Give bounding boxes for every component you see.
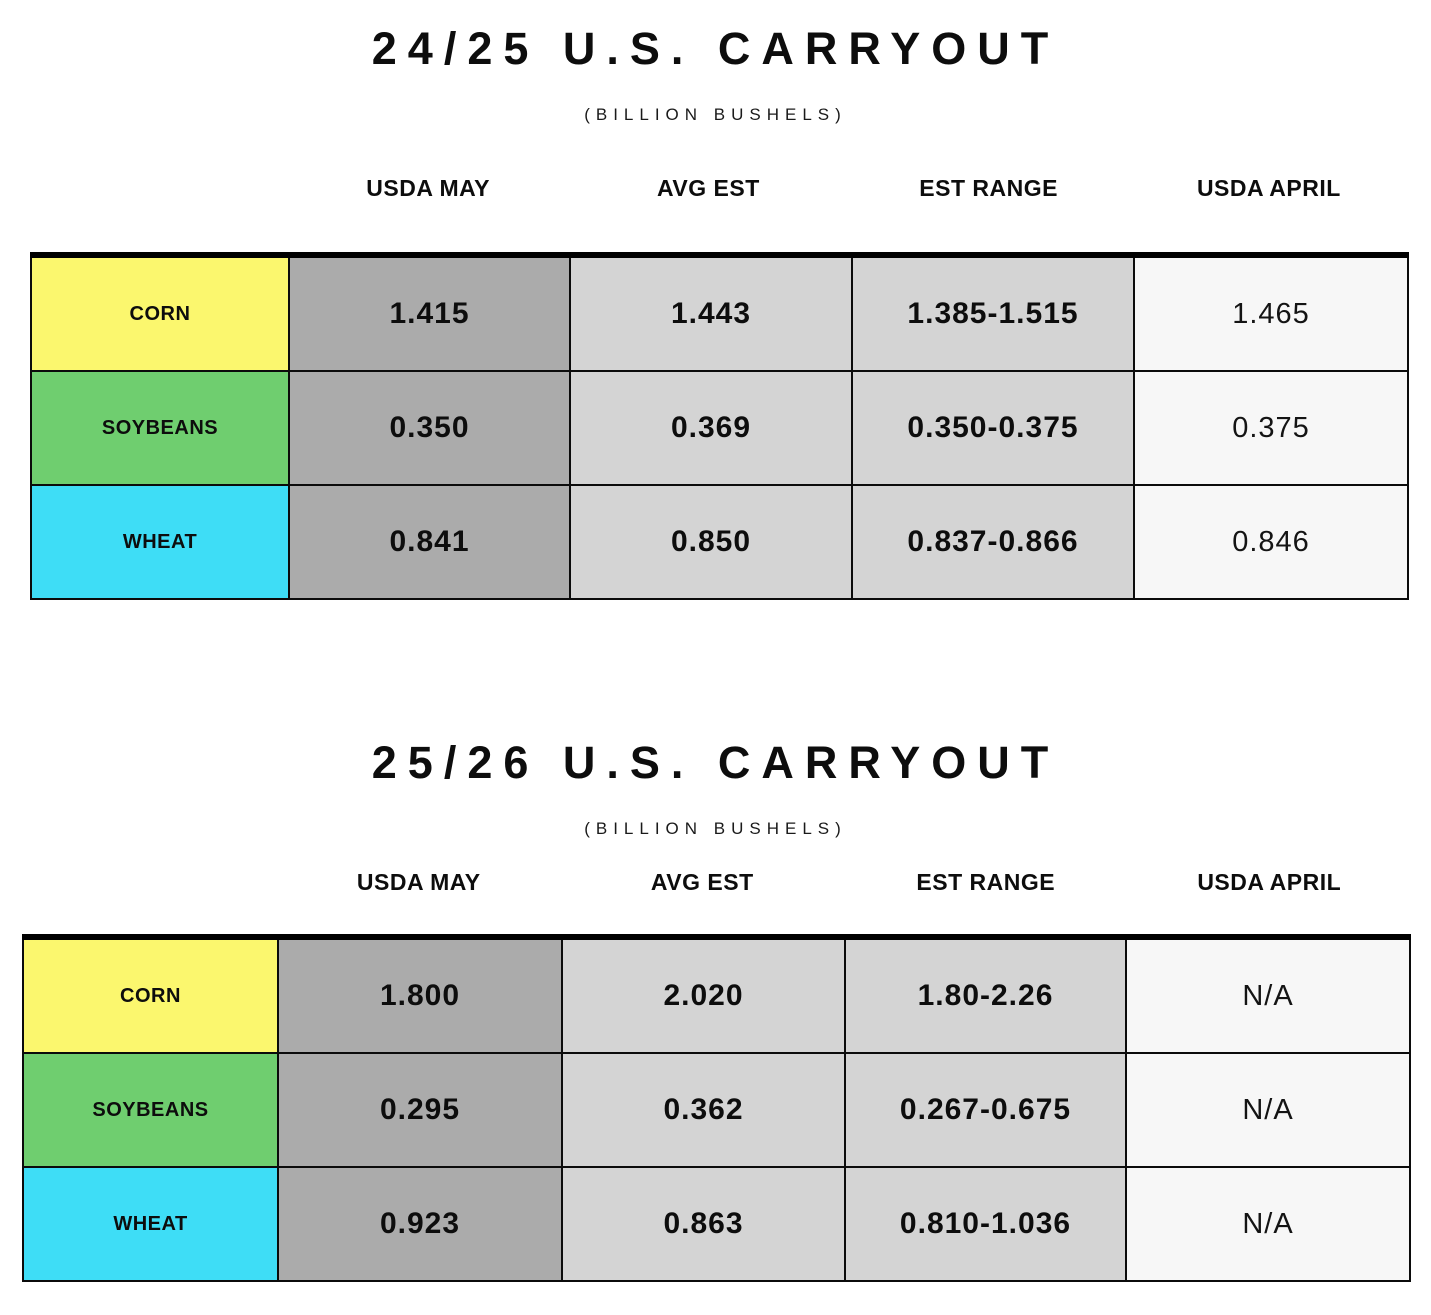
cell-soybeans-usda-may: 0.350	[288, 370, 571, 486]
table-row-corn: CORN 1.800 2.020 1.80-2.26 N/A	[22, 936, 1411, 1054]
cell-soybeans-avg-est: 0.369	[569, 370, 853, 486]
cell-soybeans-est-range: 0.267-0.675	[844, 1052, 1127, 1168]
column-header-usda-may: USDA MAY	[356, 869, 481, 895]
cell-corn-avg-est: 2.020	[561, 936, 846, 1054]
units-subtitle: (BILLION BUSHELS)	[584, 105, 847, 124]
column-header-avg-est: AVG EST	[656, 175, 760, 201]
column-header-avg-est: AVG EST	[650, 869, 754, 895]
cell-soybeans-usda-april: N/A	[1125, 1052, 1411, 1168]
cell-corn-usda-april: 1.465	[1133, 254, 1409, 372]
column-header-est-range: EST RANGE	[919, 175, 1058, 201]
section-2526: 25/26 U.S. CARRYOUT (BILLION BUSHELS) US…	[0, 736, 1431, 1282]
section-2425: 24/25 U.S. CARRYOUT (BILLION BUSHELS) US…	[0, 22, 1431, 600]
cell-corn-usda-april: N/A	[1125, 936, 1411, 1054]
cell-wheat-avg-est: 0.850	[569, 484, 853, 600]
row-label-corn: CORN	[30, 254, 290, 372]
carryout-table-2425: CORN 1.415 1.443 1.385-1.515 1.465 SOYBE…	[30, 252, 1409, 600]
column-header-row: USDA MAY AVG EST EST RANGE USDA APRIL	[30, 174, 1409, 202]
column-header-usda-april: USDA APRIL	[1196, 175, 1341, 201]
column-header-usda-april: USDA APRIL	[1197, 869, 1342, 895]
cell-corn-usda-may: 1.415	[288, 254, 571, 372]
cell-corn-est-range: 1.80-2.26	[844, 936, 1127, 1054]
cell-wheat-usda-april: N/A	[1125, 1166, 1411, 1282]
cell-wheat-avg-est: 0.863	[561, 1166, 846, 1282]
column-header-usda-may: USDA MAY	[366, 175, 490, 201]
cell-corn-usda-may: 1.800	[277, 936, 563, 1054]
cell-soybeans-avg-est: 0.362	[561, 1052, 846, 1168]
cell-soybeans-usda-may: 0.295	[277, 1052, 563, 1168]
cell-soybeans-est-range: 0.350-0.375	[851, 370, 1135, 486]
column-header-row-2: USDA MAY AVG EST EST RANGE USDA APRIL	[22, 868, 1411, 896]
units-subtitle-2: (BILLION BUSHELS)	[584, 819, 847, 838]
cell-soybeans-usda-april: 0.375	[1133, 370, 1409, 486]
row-label-soybeans: SOYBEANS	[22, 1052, 279, 1168]
cell-wheat-usda-may: 0.841	[288, 484, 571, 600]
cell-wheat-est-range: 0.837-0.866	[851, 484, 1135, 600]
page-title-2: 25/26 U.S. CARRYOUT	[371, 737, 1060, 788]
row-label-wheat: WHEAT	[30, 484, 290, 600]
cell-wheat-est-range: 0.810-1.036	[844, 1166, 1127, 1282]
row-label-wheat: WHEAT	[22, 1166, 279, 1282]
table-row-wheat: WHEAT 0.841 0.850 0.837-0.866 0.846	[30, 484, 1409, 600]
carryout-table-2526: CORN 1.800 2.020 1.80-2.26 N/A SOYBEANS …	[22, 934, 1411, 1282]
cell-corn-est-range: 1.385-1.515	[851, 254, 1135, 372]
cell-wheat-usda-april: 0.846	[1133, 484, 1409, 600]
table-row-wheat: WHEAT 0.923 0.863 0.810-1.036 N/A	[22, 1166, 1411, 1282]
cell-wheat-usda-may: 0.923	[277, 1166, 563, 1282]
table-row-corn: CORN 1.415 1.443 1.385-1.515 1.465	[30, 254, 1409, 372]
column-header-est-range: EST RANGE	[916, 869, 1056, 895]
row-label-corn: CORN	[22, 936, 279, 1054]
table-row-soybeans: SOYBEANS 0.295 0.362 0.267-0.675 N/A	[22, 1052, 1411, 1168]
table-row-soybeans: SOYBEANS 0.350 0.369 0.350-0.375 0.375	[30, 370, 1409, 486]
cell-corn-avg-est: 1.443	[569, 254, 853, 372]
page-title: 24/25 U.S. CARRYOUT	[371, 23, 1060, 74]
row-label-soybeans: SOYBEANS	[30, 370, 290, 486]
